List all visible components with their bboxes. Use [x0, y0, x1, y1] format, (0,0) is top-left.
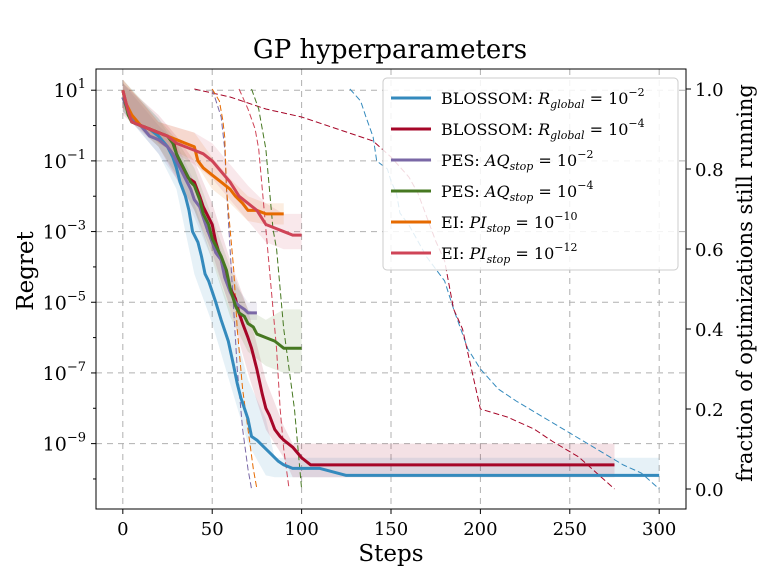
y-right-tick-label: 0.4 [695, 320, 724, 341]
y-tick-label: 10−1 [43, 148, 86, 173]
x-tick-label: 200 [463, 519, 497, 540]
y-right-tick-label: 1.0 [695, 80, 724, 101]
legend-entry: BLOSSOM: Rglobal = 10−4 [441, 117, 645, 142]
confidence-band [122, 79, 284, 225]
y-right-axis-ticks: 0.0 0.2 0.4 0.6 0.8 1.0 [686, 80, 724, 501]
fraction-running-line [211, 88, 253, 490]
fraction-running-line [211, 88, 258, 490]
y-right-tick-label: 0.0 [695, 480, 724, 501]
confidence-band [122, 79, 302, 250]
chart-title: GP hyperparameters [253, 35, 527, 65]
legend: BLOSSOM: Rglobal = 10−2 BLOSSOM: Rglobal … [382, 77, 679, 271]
regret-line [121, 89, 302, 237]
x-tick-label: 100 [284, 519, 318, 540]
confidence-band [122, 83, 615, 478]
x-tick-label: 150 [374, 519, 408, 540]
legend-box [382, 77, 679, 271]
legend-entry: EI: PIstop = 10−12 [441, 241, 577, 266]
y-right-tick-label: 0.6 [695, 240, 724, 261]
x-axis-label: Steps [358, 541, 423, 567]
legend-entry: PES: AQstop = 10−2 [441, 148, 593, 173]
legend-entry: BLOSSOM: Rglobal = 10−2 [441, 86, 645, 111]
x-tick-label: 300 [642, 519, 676, 540]
fraction-running-line [349, 88, 660, 490]
y-right-tick-label: 0.8 [695, 160, 724, 181]
regret-lines [121, 89, 660, 477]
fraction-running-line [238, 88, 290, 490]
legend-entry: EI: PIstop = 10−10 [441, 210, 577, 235]
y-axis-label: Regret [13, 231, 39, 311]
y-right-axis-label: fraction of optimizations still running [733, 84, 757, 482]
x-tick-label: 0 [117, 519, 128, 540]
y-tick-label: 10−7 [43, 360, 86, 385]
y-tick-label: 101 [54, 77, 86, 102]
x-tick-label: 50 [201, 519, 224, 540]
y-tick-label: 10−9 [43, 431, 86, 456]
y-right-tick-label: 0.2 [695, 400, 724, 421]
y-tick-label: 10−5 [43, 289, 86, 314]
x-tick-label: 250 [553, 519, 587, 540]
regret-line [121, 96, 660, 477]
x-axis-ticks: 0 50 100 150 200 250 300 [117, 509, 676, 540]
y-tick-label: 10−3 [43, 219, 86, 244]
y-axis-ticks: 101 10−1 10−3 10−5 10−7 10−9 [43, 77, 96, 480]
fraction-running-line [251, 88, 303, 490]
legend-entry: PES: AQstop = 10−4 [441, 179, 593, 204]
